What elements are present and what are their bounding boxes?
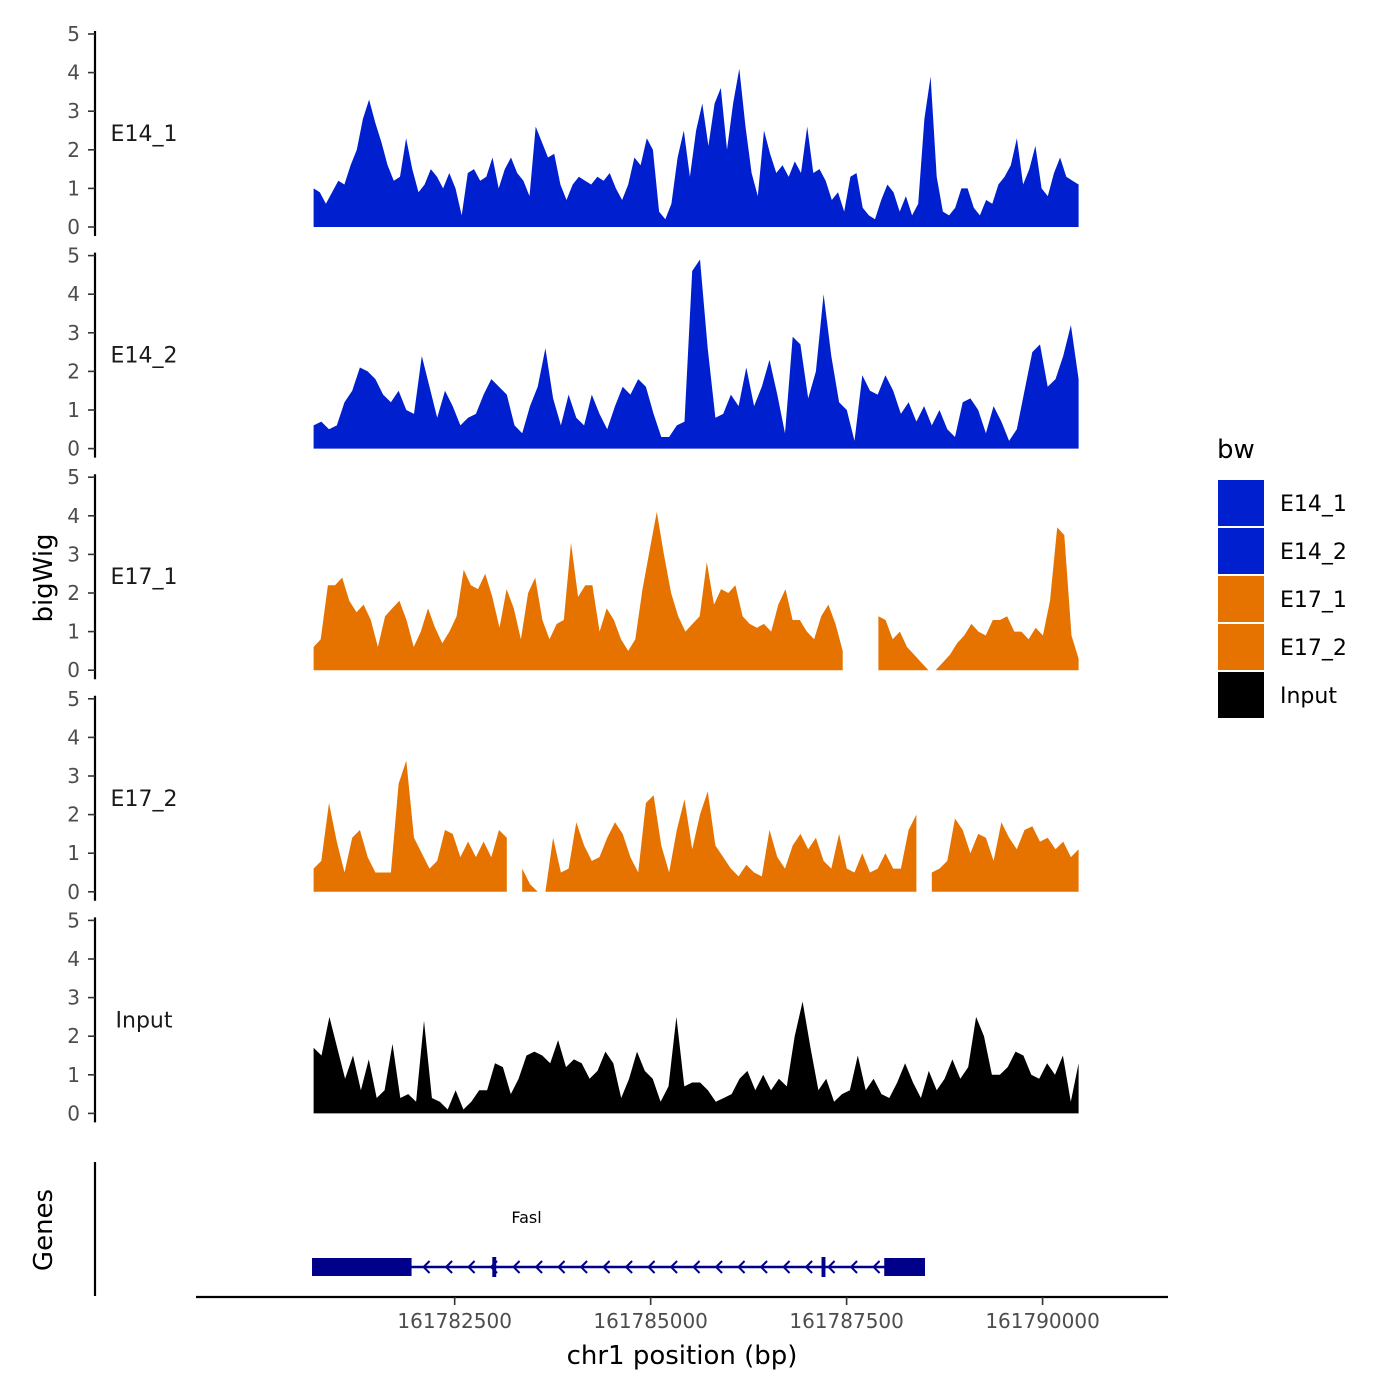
y-tick-label: 0 [67,437,80,461]
strand-arrow [579,1260,588,1274]
area-Input [313,1001,1079,1114]
track-label-E14_1: E14_1 [111,122,178,147]
area-E17_1 [313,511,843,671]
strand-arrow [759,1260,768,1274]
strand-arrow [669,1260,678,1274]
legend-label-E17_1: E17_1 [1280,588,1347,613]
y-tick-label: 5 [67,687,80,711]
y-tick-label: 2 [67,138,80,162]
strand-arrow [602,1260,611,1274]
y-tick-label: 4 [67,282,80,306]
strand-arrow [422,1260,431,1274]
strand-arrow [557,1260,566,1274]
x-tick-label: 161782500 [397,1309,512,1333]
legend-key-E14_2 [1218,528,1264,574]
track-label-Input: Input [116,1008,173,1033]
y-tick-label: 1 [67,841,80,865]
gene-name-label: Fasl [511,1208,541,1227]
area-E17_2 [313,760,507,892]
y-tick-label: 4 [67,61,80,85]
area-E17_1 [878,527,1079,671]
strand-arrow [827,1260,836,1274]
track-E17_2: 0 1 2 3 4 5 E17_2 [67,687,1079,904]
y-tick-label: 1 [67,176,80,200]
y-tick-label: 0 [67,1101,80,1125]
area-E14_1 [313,68,1079,227]
x-tick-label: 161785000 [593,1309,708,1333]
strand-arrow [714,1260,723,1274]
y-tick-label: 3 [67,764,80,788]
area-E17_2 [931,818,1079,892]
strand-arrow [692,1260,701,1274]
legend: bw E14_1 E14_2 E17_1 E17_2 Input [1217,435,1347,718]
x-axis: 161782500 161785000 161787500 161790000 [196,1295,1168,1333]
y-tick-label: 1 [67,620,80,644]
genes-axis-title: Genes [29,1189,59,1271]
y-tick-label: 5 [67,244,80,268]
gene-exon [492,1257,497,1277]
strand-arrow [782,1260,791,1274]
legend-key-E14_1 [1218,480,1264,526]
y-axis-title: bigWig [29,533,59,622]
legend-key-E17_1 [1218,576,1264,622]
y-tick-label: 4 [67,947,80,971]
track-E17_1: 0 1 2 3 4 5 E17_1 [67,465,1079,682]
y-tick-label: 5 [67,22,80,46]
y-tick-label: 2 [67,1024,80,1048]
legend-label-E17_2: E17_2 [1280,636,1347,661]
strand-arrow [534,1260,543,1274]
legend-label-E14_1: E14_1 [1280,492,1347,517]
y-tick-label: 5 [67,908,80,932]
area-E14_2 [313,259,1079,449]
strand-arrow [512,1260,521,1274]
y-tick-label: 2 [67,581,80,605]
strand-arrow [872,1260,881,1274]
gene-exon [884,1258,925,1276]
y-tick-label: 4 [67,725,80,749]
gene-track: Fasl [93,1162,925,1296]
y-tick-label: 3 [67,99,80,123]
y-tick-label: 0 [67,880,80,904]
area-E17_2 [522,791,917,892]
x-tick-label: 161787500 [789,1309,904,1333]
x-axis-title: chr1 position (bp) [567,1341,798,1371]
gene-exon [821,1257,826,1277]
y-tick-label: 5 [67,465,80,489]
track-E14_1: 0 1 2 3 4 5 E14_1 [67,22,1079,239]
y-tick-label: 3 [67,321,80,345]
y-tick-label: 4 [67,504,80,528]
y-tick-label: 1 [67,1063,80,1087]
y-tick-label: 0 [67,658,80,682]
bigwig-tracks: 0 1 2 3 4 5 E14_1 0 1 2 3 4 5 E14_2 0 1 2 3 4 5 E17_1 0 1 2 3 4 5 E… [67,22,1079,1125]
track-Input: 0 1 2 3 4 5 Input [67,908,1079,1125]
track-label-E17_2: E17_2 [111,787,178,812]
strand-arrow [467,1260,476,1274]
gene-exon [312,1258,412,1276]
strand-arrow [849,1260,858,1274]
y-tick-label: 2 [67,803,80,827]
y-tick-label: 3 [67,542,80,566]
legend-key-E17_2 [1218,624,1264,670]
strand-arrow [804,1260,813,1274]
y-tick-label: 1 [67,398,80,422]
strand-arrow [624,1260,633,1274]
track-label-E17_1: E17_1 [111,565,178,590]
y-tick-label: 2 [67,359,80,383]
strand-arrow [647,1260,656,1274]
strand-arrow [737,1260,746,1274]
track-E14_2: 0 1 2 3 4 5 E14_2 [67,244,1079,461]
track-label-E14_2: E14_2 [111,344,178,369]
y-tick-label: 3 [67,986,80,1010]
legend-label-Input: Input [1280,684,1337,709]
strand-arrow [444,1260,453,1274]
legend-label-E14_2: E14_2 [1280,540,1347,565]
y-tick-label: 0 [67,215,80,239]
legend-key-Input [1218,672,1264,718]
x-tick-label: 161790000 [985,1309,1100,1333]
legend-title: bw [1217,435,1255,465]
